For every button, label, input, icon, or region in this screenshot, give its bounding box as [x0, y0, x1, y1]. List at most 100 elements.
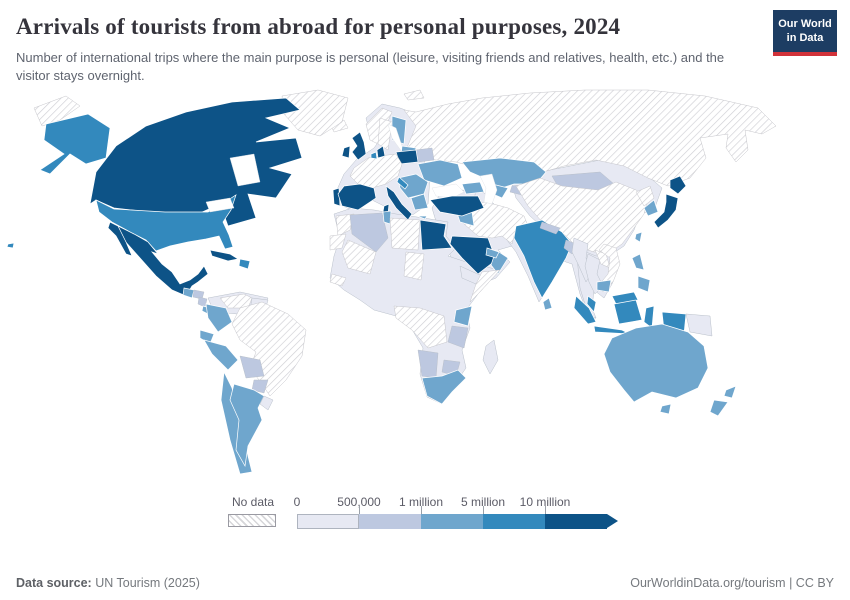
region-guatemala[interactable] — [182, 287, 195, 299]
legend-tick-label: 1 million — [398, 494, 444, 509]
region-bolivia[interactable] — [239, 355, 265, 379]
map-legend: No data 0 500,000 1 million 5 million 10 mil… — [228, 493, 668, 537]
region-guinea[interactable] — [329, 273, 347, 287]
region-brazil[interactable] — [231, 301, 307, 397]
black-sea — [431, 183, 465, 199]
no-data-label: No data — [231, 494, 275, 509]
page-title: Arrivals of tourists from abroad for per… — [16, 14, 621, 39]
world-map — [0, 88, 850, 483]
region-dominican-republic[interactable] — [238, 258, 251, 270]
region-algeria[interactable] — [349, 212, 389, 253]
owid-logo-line2: in Data — [786, 32, 824, 45]
region-colombia[interactable] — [205, 303, 233, 333]
region-tasmania[interactable] — [659, 403, 672, 415]
region-south-korea[interactable] — [643, 199, 659, 217]
owid-logo[interactable]: Our World in Data — [773, 10, 837, 56]
legend-tick — [483, 505, 484, 514]
region-japan-honshu[interactable] — [653, 193, 679, 229]
region-portugal[interactable] — [332, 187, 341, 207]
legend-tick — [545, 505, 546, 514]
legend-tick-label: 10 million — [519, 494, 571, 509]
region-sri-lanka[interactable] — [542, 297, 553, 311]
region-tanzania[interactable] — [447, 325, 469, 349]
chart-footer: Data source: UN Tourism (2025) OurWorldi… — [16, 576, 834, 590]
region-mexico[interactable] — [113, 223, 209, 297]
region-philippines-mindanao[interactable] — [637, 275, 651, 293]
region-indonesia-kalimantan[interactable] — [613, 299, 643, 325]
region-ireland[interactable] — [341, 145, 351, 159]
region-turkey[interactable] — [429, 195, 485, 217]
region-crete[interactable] — [416, 215, 428, 220]
legend-bin-2[interactable] — [421, 513, 483, 529]
region-caucasus[interactable] — [461, 181, 485, 195]
region-indonesia-sulawesi[interactable] — [643, 305, 655, 329]
region-south-africa[interactable] — [421, 369, 467, 405]
legend-bin-0[interactable] — [297, 513, 359, 529]
region-spain[interactable] — [337, 183, 377, 211]
region-libya[interactable] — [389, 217, 421, 251]
region-svalbard[interactable] — [403, 89, 425, 101]
chart-subtitle: Number of international trips where the … — [16, 50, 725, 84]
region-taiwan[interactable] — [634, 231, 643, 243]
chart-header: Arrivals of tourists from abroad for per… — [0, 0, 850, 86]
data-source-value: UN Tourism (2025) — [95, 576, 200, 590]
region-hawaii[interactable] — [6, 242, 15, 249]
region-morocco[interactable] — [335, 213, 355, 237]
region-alaska[interactable] — [39, 113, 111, 175]
no-data-swatch[interactable] — [228, 513, 276, 527]
region-egypt[interactable] — [419, 219, 453, 251]
region-baja-california[interactable] — [107, 221, 133, 257]
region-tunisia[interactable] — [382, 210, 392, 225]
owid-link[interactable]: OurWorldinData.org/tourism | CC BY — [630, 576, 834, 590]
legend-colorbar — [297, 513, 618, 529]
region-uruguay[interactable] — [259, 395, 274, 411]
owid-logo-line1: Our World — [778, 18, 832, 30]
region-peru[interactable] — [203, 339, 239, 371]
region-central-africa-drc[interactable] — [393, 305, 448, 349]
region-australia[interactable] — [603, 323, 709, 403]
region-greece[interactable] — [410, 193, 429, 211]
region-united-arab-emirates[interactable] — [485, 247, 500, 259]
region-croatia[interactable] — [396, 176, 409, 190]
legend-bin-1[interactable] — [359, 513, 421, 529]
region-mali[interactable] — [341, 239, 377, 275]
legend-bin-3[interactable] — [483, 513, 545, 529]
hudson-bay — [229, 153, 261, 187]
region-cuba[interactable] — [209, 249, 239, 262]
legend-tick — [359, 505, 360, 514]
region-papua-new-guinea[interactable] — [685, 313, 713, 337]
region-madagascar[interactable] — [482, 339, 499, 375]
region-indonesia-sumatra[interactable] — [573, 295, 597, 325]
region-chad[interactable] — [403, 251, 425, 281]
region-venezuela[interactable] — [219, 293, 253, 309]
data-source-label: Data source: — [16, 576, 92, 590]
region-japan-hokkaido[interactable] — [669, 175, 687, 195]
region-italy[interactable] — [385, 185, 413, 221]
region-denmark[interactable] — [376, 145, 386, 159]
region-argentina[interactable] — [229, 383, 265, 467]
region-nicaragua[interactable] — [197, 296, 208, 308]
region-netherlands[interactable] — [370, 151, 378, 160]
data-source: Data source: UN Tourism (2025) — [16, 576, 200, 590]
region-kenya[interactable] — [453, 305, 473, 327]
region-somalia[interactable] — [469, 269, 501, 303]
region-nepal[interactable] — [539, 221, 561, 235]
legend-arrow — [607, 514, 618, 529]
region-western-sahara[interactable] — [329, 233, 347, 251]
region-greenland[interactable] — [281, 89, 349, 137]
region-russia-west-fragment[interactable] — [33, 95, 81, 127]
legend-bin-4[interactable] — [545, 513, 607, 529]
region-united-kingdom[interactable] — [351, 131, 367, 161]
region-paraguay[interactable] — [251, 379, 269, 394]
legend-tick-label: 0 — [293, 494, 301, 509]
great-lakes — [205, 197, 235, 213]
region-canada[interactable] — [89, 97, 303, 227]
region-north-korea[interactable] — [635, 185, 655, 207]
region-new-zealand-north[interactable] — [723, 385, 737, 399]
region-cambodia[interactable] — [596, 279, 612, 293]
region-belarus[interactable] — [415, 147, 435, 163]
region-malaysia-peninsula[interactable] — [586, 295, 597, 313]
region-new-zealand-south[interactable] — [709, 399, 729, 417]
region-philippines-luzon[interactable] — [631, 253, 645, 271]
